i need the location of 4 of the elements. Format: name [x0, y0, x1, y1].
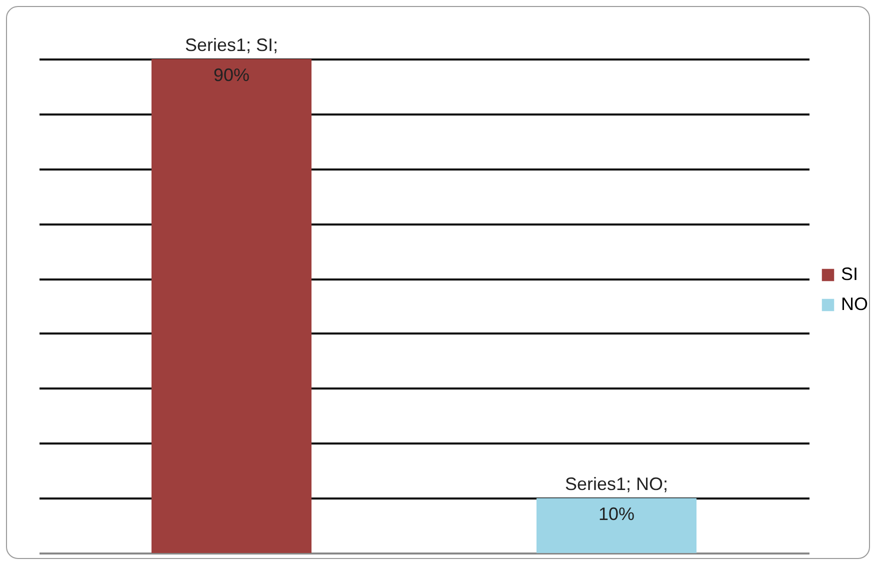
data-label: Series1; SI; 90% [184, 35, 278, 85]
legend-label: NO [841, 294, 868, 314]
legend-label: SI [841, 264, 858, 284]
data-label: Series1; NO; 10% [564, 474, 668, 524]
